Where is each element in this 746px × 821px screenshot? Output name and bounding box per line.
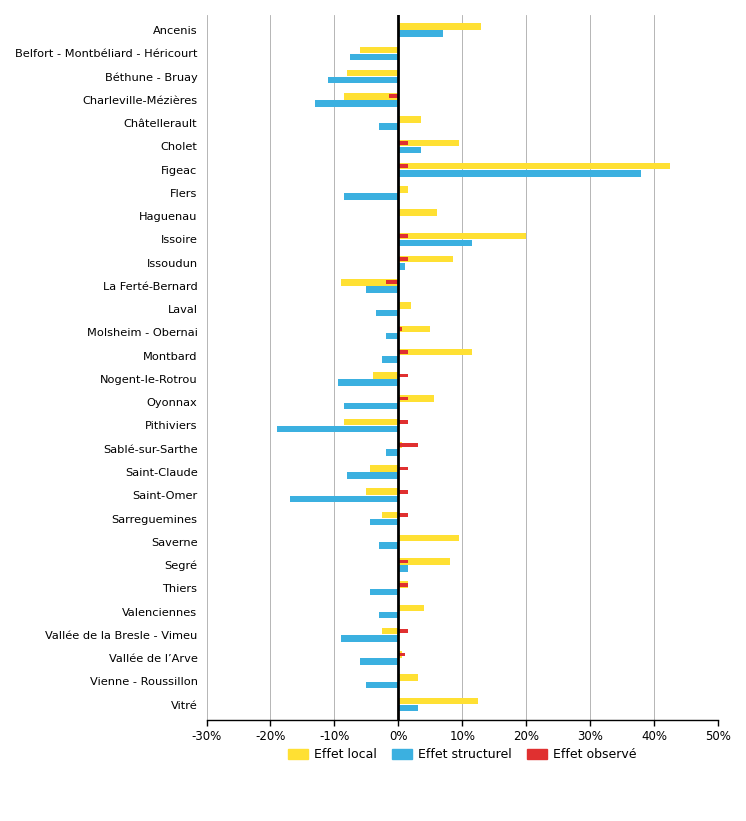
Bar	[386, 449, 398, 456]
Bar	[398, 566, 408, 572]
Bar	[398, 23, 481, 30]
Bar	[398, 374, 408, 377]
Bar	[366, 488, 398, 495]
Bar	[398, 442, 401, 448]
Bar	[383, 356, 398, 363]
Bar	[398, 117, 421, 123]
Bar	[316, 100, 398, 107]
Bar	[398, 443, 418, 447]
Bar	[360, 47, 398, 53]
Bar	[398, 490, 408, 493]
Bar	[347, 70, 398, 76]
Bar	[373, 372, 398, 378]
Bar	[338, 379, 398, 386]
Bar	[379, 542, 398, 548]
Bar	[351, 53, 398, 60]
Bar	[369, 589, 398, 595]
Bar	[398, 263, 405, 269]
Bar	[369, 519, 398, 525]
Bar	[398, 605, 424, 611]
Bar	[389, 94, 398, 99]
Bar	[386, 281, 398, 284]
Bar	[398, 420, 408, 424]
Bar	[341, 635, 398, 642]
Bar	[398, 326, 430, 333]
Bar	[398, 257, 408, 261]
Bar	[398, 513, 408, 516]
Bar	[376, 310, 398, 316]
Bar	[398, 234, 408, 238]
Bar	[383, 511, 398, 518]
Bar	[398, 30, 443, 37]
Bar	[398, 186, 408, 193]
Bar	[341, 279, 398, 286]
Bar	[398, 581, 408, 588]
Bar	[398, 170, 642, 177]
Bar	[398, 397, 408, 401]
Bar	[398, 302, 411, 309]
Bar	[366, 287, 398, 293]
Bar	[398, 535, 459, 541]
Bar	[398, 705, 418, 712]
Bar	[379, 612, 398, 618]
Bar	[344, 93, 398, 99]
Bar	[289, 496, 398, 502]
Bar	[369, 466, 398, 471]
Bar	[398, 141, 408, 144]
Bar	[398, 560, 408, 563]
Bar	[398, 466, 408, 470]
Bar	[344, 402, 398, 409]
Bar	[398, 558, 450, 565]
Bar	[398, 164, 408, 168]
Bar	[277, 426, 398, 433]
Bar	[398, 583, 408, 586]
Legend: Effet local, Effet structurel, Effet observé: Effet local, Effet structurel, Effet obs…	[283, 743, 642, 766]
Bar	[398, 674, 418, 681]
Bar	[398, 209, 436, 216]
Bar	[398, 240, 472, 246]
Bar	[366, 681, 398, 688]
Bar	[360, 658, 398, 665]
Bar	[398, 147, 421, 154]
Bar	[398, 396, 433, 401]
Bar	[383, 628, 398, 635]
Bar	[398, 651, 401, 658]
Bar	[344, 419, 398, 425]
Bar	[398, 232, 526, 239]
Bar	[398, 351, 408, 354]
Bar	[398, 256, 453, 263]
Bar	[398, 630, 408, 633]
Bar	[398, 163, 670, 169]
Bar	[398, 349, 472, 355]
Bar	[347, 472, 398, 479]
Bar	[398, 327, 401, 331]
Bar	[344, 193, 398, 200]
Bar	[328, 77, 398, 84]
Bar	[398, 140, 459, 146]
Bar	[398, 653, 405, 656]
Bar	[398, 698, 478, 704]
Bar	[379, 123, 398, 130]
Bar	[386, 333, 398, 339]
